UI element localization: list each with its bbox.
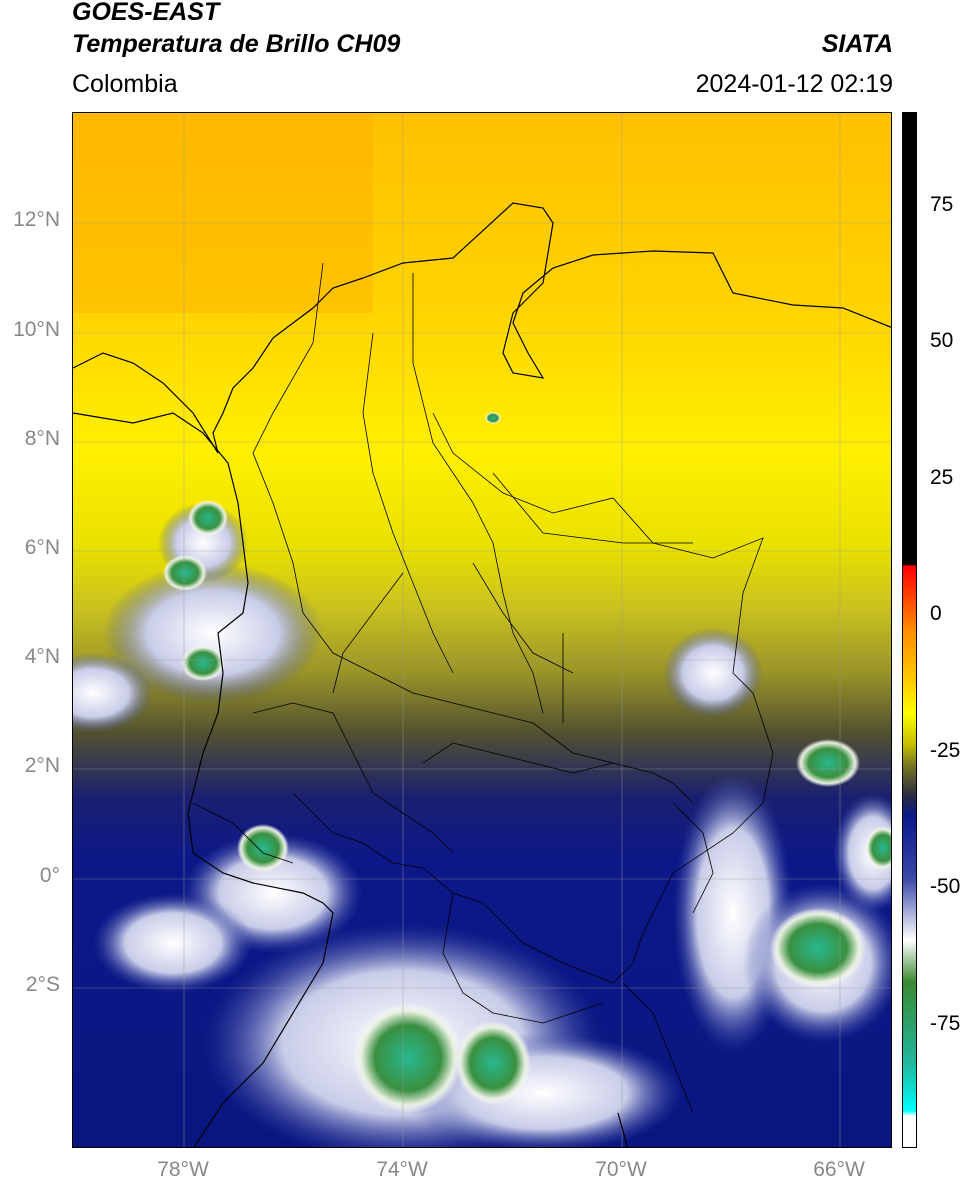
colorbar-tick-label: 50 xyxy=(930,329,954,352)
graticule xyxy=(73,113,891,1147)
lat-tick-label: 10°N xyxy=(13,318,60,341)
colorbar-tick-label: -50 xyxy=(930,875,961,898)
lat-tick-label: 12°N xyxy=(13,208,60,231)
colorbar-tick-label: -75 xyxy=(930,1012,961,1035)
colorbar-tick-label: 25 xyxy=(930,466,954,489)
map-canvas xyxy=(73,113,891,1147)
brightness-temperature-map xyxy=(72,112,892,1148)
lat-tick-label: 8°N xyxy=(24,427,60,450)
admin-borders xyxy=(192,262,774,1114)
colorbar-gradient xyxy=(903,113,916,1147)
lon-tick-label: 70°W xyxy=(595,1158,647,1181)
colorbar-tick-label: 75 xyxy=(930,193,954,216)
lat-tick-label: 4°N xyxy=(24,645,60,668)
lat-tick-label: 2°S xyxy=(25,973,60,996)
cold-cloud-cores xyxy=(163,412,891,1113)
lat-tick-label: 6°N xyxy=(24,536,60,559)
coastline xyxy=(73,202,891,1147)
colorbar-tick-label: -25 xyxy=(930,739,961,762)
brand-label: SIATA xyxy=(821,30,893,58)
colorbar-tick-label: 0 xyxy=(930,602,942,625)
lat-tick-label: 2°N xyxy=(24,754,60,777)
timestamp: 2024-01-12 02:19 xyxy=(695,70,893,98)
colorbar xyxy=(902,112,917,1148)
warm-region xyxy=(73,113,373,313)
lon-tick-label: 78°W xyxy=(157,1158,209,1181)
title-line2: Temperatura de Brillo CH09 xyxy=(72,30,401,58)
lon-tick-label: 74°W xyxy=(376,1158,428,1181)
title-line1: GOES-EAST xyxy=(72,0,220,26)
lon-tick-label: 66°W xyxy=(813,1158,865,1181)
region-label: Colombia xyxy=(72,70,178,98)
lat-tick-label: 0° xyxy=(39,864,60,887)
